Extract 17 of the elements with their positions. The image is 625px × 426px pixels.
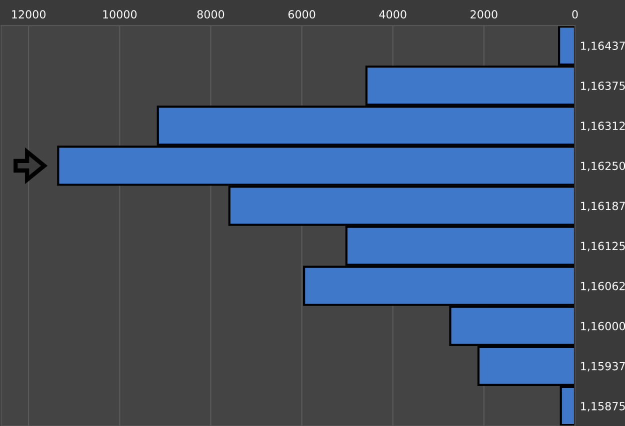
x-tick-label: 6000 [288,10,316,19]
y-tick-label: 1,16187 [581,202,625,212]
x-tick-label: 4000 [379,10,406,19]
y-tick-label: 1,15875 [581,402,625,412]
y-tick-label: 1,16437 [581,42,625,52]
y-tick-label: 1,16375 [581,82,625,92]
y-tick-label: 1,15937 [581,362,625,372]
x-tick-label: 8000 [197,10,224,19]
y-tick-label: 1,16062 [581,282,625,292]
y-tick-label: 1,16312 [581,122,625,132]
x-tick-label: 12000 [12,10,46,19]
x-tick-label: 2000 [470,10,498,19]
y-tick-label: 1,16125 [581,242,625,252]
y-tick-label: 1,16000 [581,322,625,332]
y-tick-label: 1,16250 [581,162,625,172]
x-tick-label: 10000 [103,10,137,19]
x-tick-label: 0 [572,10,578,19]
